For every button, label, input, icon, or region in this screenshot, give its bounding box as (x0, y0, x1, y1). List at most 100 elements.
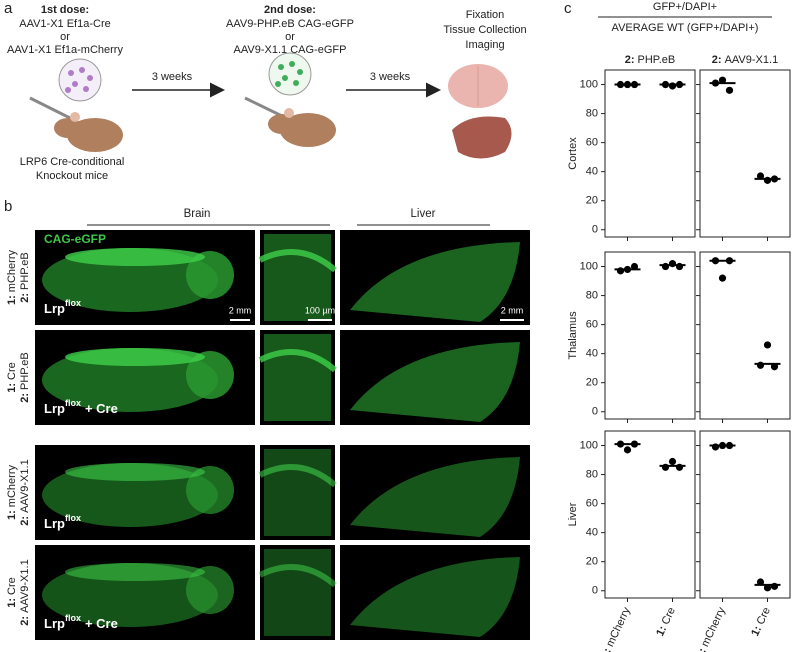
category-prefix: 1: (599, 646, 614, 652)
dose2-line: AAV9-PHP.eB CAG-eGFP (226, 18, 354, 30)
y-tick-label: 80 (586, 107, 598, 119)
stain-label: CAG-eGFP (44, 232, 106, 246)
liver-section (350, 557, 520, 637)
x-tick-label: 1:mCherry (694, 605, 728, 652)
data-dot (756, 172, 765, 180)
genotype-sup: flox (65, 613, 81, 623)
cerebellum (186, 566, 234, 614)
vial-icon (58, 58, 102, 102)
genotype: Lrp (44, 301, 65, 316)
row-label: 2: PHP.eB (19, 352, 31, 403)
row-label-value: PHP.eB (19, 352, 31, 390)
category-text: mCherry (699, 605, 728, 649)
plot-frame (699, 251, 791, 420)
genotype: Lrp (44, 401, 65, 416)
ratio-denominator: AVERAGE WT (GFP+/DAPI+) (612, 22, 759, 34)
row-label-prefix: 1: (6, 295, 18, 305)
zoom-band (258, 564, 337, 588)
liver-section (350, 457, 520, 537)
dose2-title: 2nd dose: (264, 4, 316, 16)
vial-icon (268, 52, 312, 96)
row-label-value: mCherry (6, 250, 18, 293)
y-tick-label: 100 (580, 439, 598, 451)
genotype-sup: flox (65, 398, 81, 408)
chart-title-prefix: 2: (625, 54, 635, 66)
category-prefix: 1: (694, 646, 709, 652)
dose2-line: AAV9-X1.1 CAG-eGFP (234, 44, 347, 56)
liver-section (350, 242, 520, 322)
y-axis-label: Thalamus (567, 311, 579, 360)
data-dot (711, 443, 720, 451)
y-tick-label: 40 (586, 348, 598, 360)
zoom-band (258, 464, 337, 488)
y-tick-label: 100 (580, 260, 598, 272)
cerebellum (186, 351, 234, 399)
genotype-label: Lrpflox + Cre (44, 613, 118, 631)
y-tick-label: 40 (586, 527, 598, 539)
scale-bar-label: 2 mm (501, 305, 524, 315)
y-tick-label: 20 (586, 195, 598, 207)
data-dot (675, 463, 684, 471)
y-tick-label: 20 (586, 377, 598, 389)
data-dot (718, 274, 727, 282)
genotype-extra: + Cre (85, 616, 118, 631)
genotype-label: Lrpflox (44, 513, 81, 531)
zoom-band (258, 249, 337, 273)
cortex-band (65, 348, 205, 366)
y-tick-label: 40 (586, 166, 598, 178)
zoom-region (264, 234, 331, 321)
zoom-region (264, 334, 331, 421)
endpoint-line: Tissue Collection (443, 24, 526, 36)
endpoint-line: Imaging (465, 39, 504, 51)
data-dot (718, 76, 727, 84)
panel-label: b (4, 198, 12, 215)
genotype-label: Lrpflox (44, 298, 81, 316)
row-label: 1: mCherry (6, 250, 18, 305)
row-label-value: mCherry (6, 465, 18, 508)
header: Liver (411, 208, 436, 220)
row-label: 1: Cre (6, 577, 18, 608)
chart-title: 2: PHP.eB (625, 54, 676, 66)
y-axis-label: Cortex (567, 137, 579, 170)
data-dot (763, 584, 772, 592)
genotype: Lrp (44, 516, 65, 531)
liver-icon (452, 116, 512, 159)
y-tick-label: 80 (586, 289, 598, 301)
scale-bar-label: 100 µm (305, 305, 335, 315)
interval-label: 3 weeks (152, 71, 193, 83)
row-label: 1: mCherry (6, 465, 18, 520)
row-label-prefix: 2: (19, 516, 31, 526)
row-label-prefix: 2: (19, 616, 31, 626)
cerebellum (186, 466, 234, 514)
mouse-icon (29, 96, 123, 152)
row-label: 2: AAV9-X1.1 (19, 459, 31, 525)
row-label: 2: PHP.eB (19, 252, 31, 303)
data-dot (763, 341, 772, 349)
plot-frame (604, 69, 696, 238)
genotype: Lrp (44, 616, 65, 631)
mouse-label: Knockout mice (36, 170, 108, 182)
liver-section (350, 342, 520, 422)
y-tick-label: 0 (592, 406, 598, 418)
data-dot (668, 82, 677, 90)
y-tick-label: 60 (586, 137, 598, 149)
y-tick-label: 60 (586, 498, 598, 510)
row-label-value: AAV9-X1.1 (19, 459, 31, 513)
row-label-value: Cre (6, 362, 18, 380)
y-tick-label: 0 (592, 585, 598, 597)
row-label-prefix: 1: (6, 383, 18, 393)
data-dot (630, 262, 639, 271)
x-tick-label: 1:Cre (654, 605, 678, 638)
dose2-line: or (285, 31, 295, 43)
cerebellum (186, 251, 234, 299)
x-tick-label: 1:Cre (749, 605, 773, 638)
data-dot (756, 578, 765, 586)
zoom-region (264, 549, 331, 636)
y-tick-label: 60 (586, 319, 598, 331)
category-prefix: 1: (749, 624, 764, 638)
data-dot (756, 361, 765, 369)
mouse-icon (244, 96, 336, 147)
chart-title-text: PHP.eB (638, 54, 676, 66)
data-dot (770, 582, 779, 590)
